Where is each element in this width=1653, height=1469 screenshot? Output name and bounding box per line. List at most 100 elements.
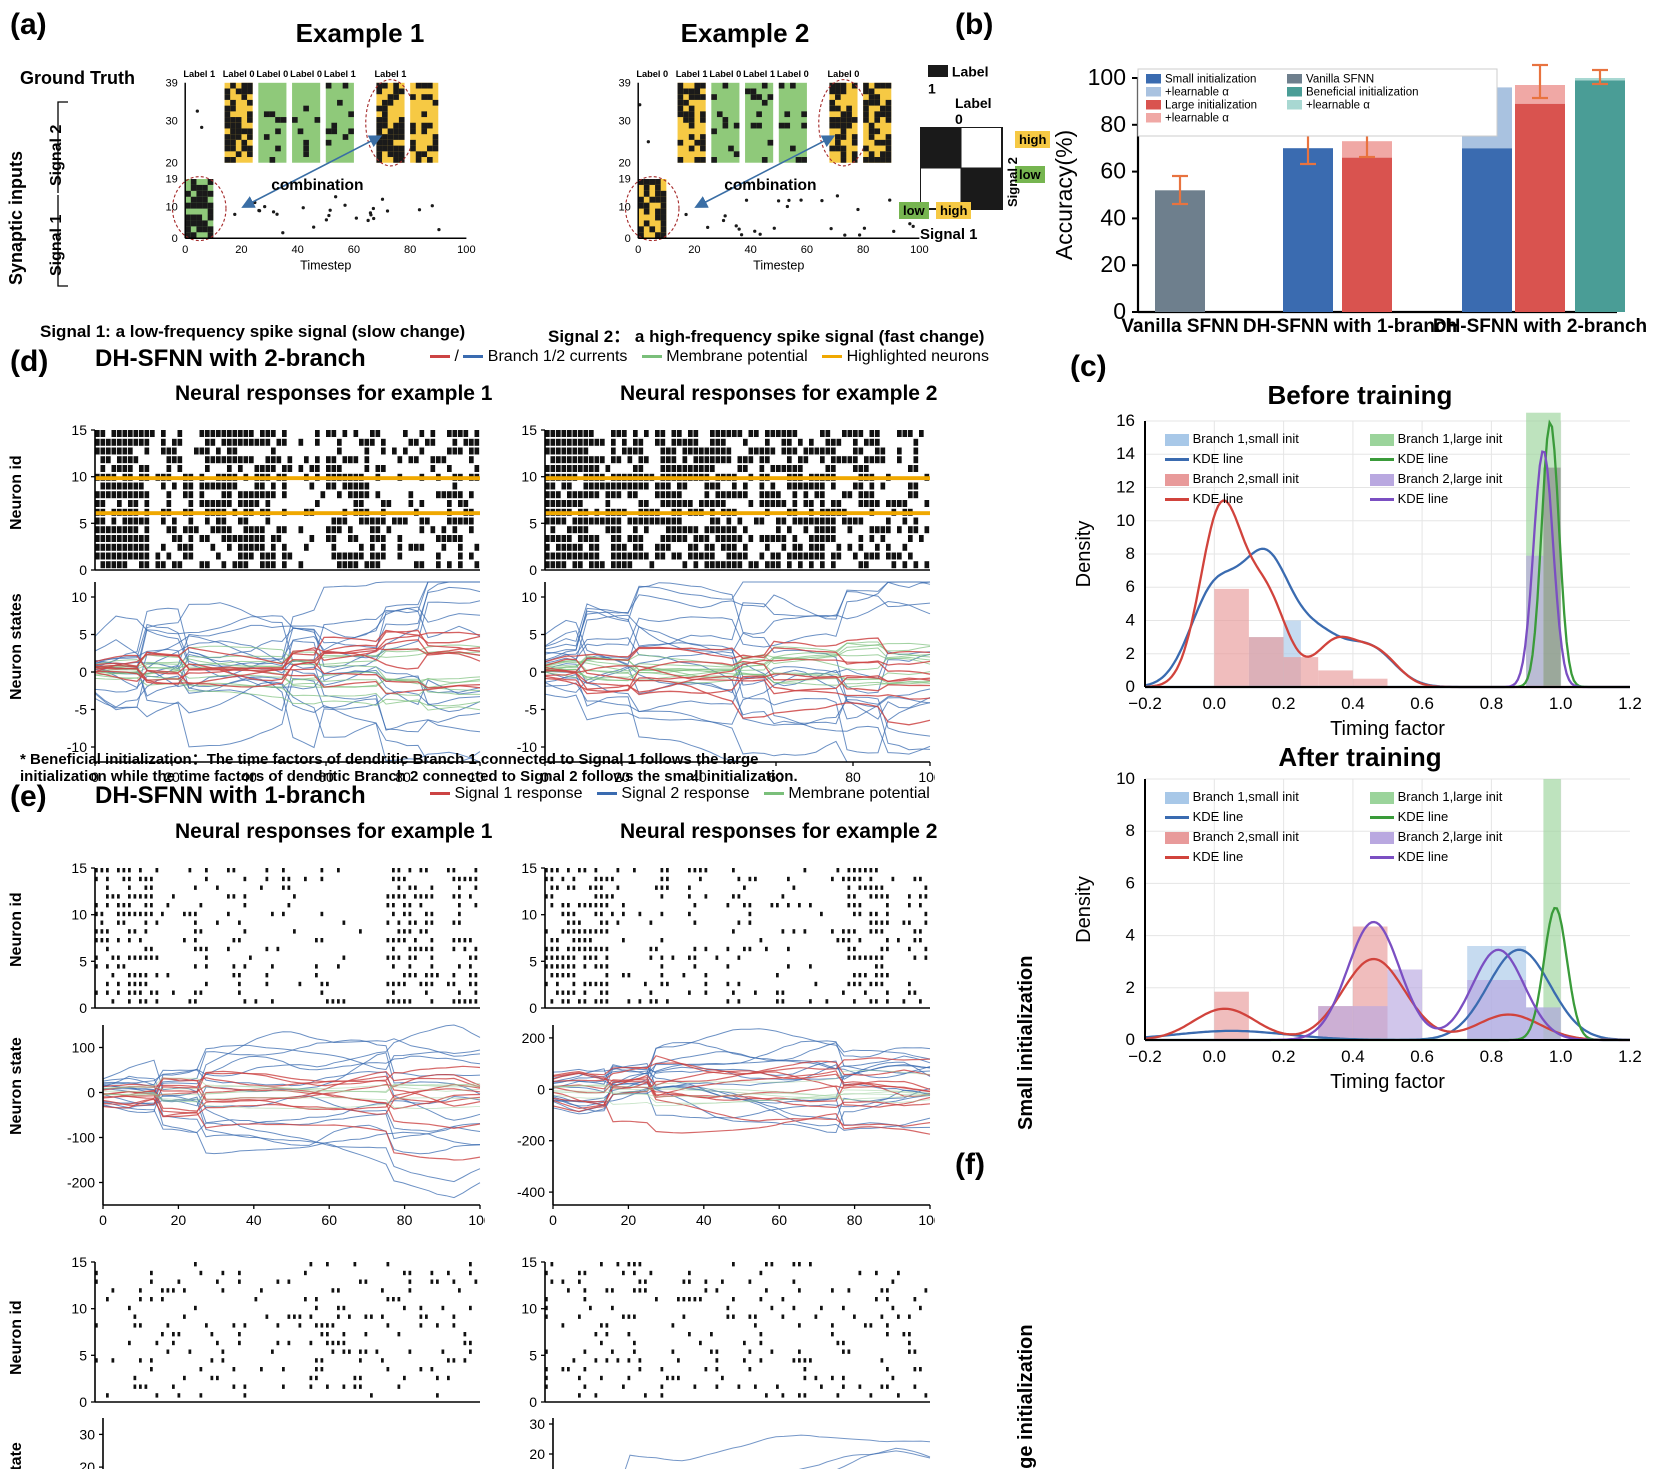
svg-text:5: 5 — [79, 515, 87, 531]
svg-text:0: 0 — [549, 1212, 557, 1228]
svg-text:1.2: 1.2 — [1618, 1047, 1642, 1066]
svg-text:12: 12 — [1116, 478, 1135, 497]
svg-text:+learnable α: +learnable α — [1165, 113, 1229, 125]
svg-text:60: 60 — [801, 244, 813, 256]
svg-text:0: 0 — [1126, 1030, 1135, 1049]
svg-text:15: 15 — [71, 860, 87, 876]
svg-text:Label 0: Label 0 — [636, 69, 668, 79]
svg-text:10: 10 — [521, 1301, 537, 1317]
svg-text:100: 100 — [72, 1040, 96, 1056]
svg-text:5: 5 — [79, 953, 87, 969]
svg-text:0.2: 0.2 — [1272, 1047, 1296, 1066]
svg-text:Label 0: Label 0 — [777, 69, 809, 79]
svg-text:DH-SFNN with 1-branch: DH-SFNN with 1-branch — [1243, 316, 1457, 337]
svg-text:20: 20 — [1100, 251, 1126, 277]
svg-text:60: 60 — [771, 1212, 787, 1228]
svg-text:20: 20 — [529, 1446, 545, 1462]
svg-text:Label 0: Label 0 — [828, 69, 860, 79]
svg-text:5: 5 — [79, 627, 87, 643]
svg-text:Large initialization: Large initialization — [1165, 100, 1257, 112]
svg-text:10: 10 — [71, 1301, 87, 1317]
svg-text:0.2: 0.2 — [1272, 694, 1296, 713]
svg-text:5: 5 — [529, 1347, 537, 1363]
svg-text:40: 40 — [1100, 204, 1126, 230]
svg-text:0: 0 — [79, 1394, 87, 1407]
svg-text:Beneficial initialization: Beneficial initialization — [1306, 87, 1419, 99]
svg-text:20: 20 — [79, 1459, 95, 1469]
svg-text:0: 0 — [182, 244, 188, 256]
svg-text:15: 15 — [521, 422, 537, 438]
svg-text:80: 80 — [404, 244, 416, 256]
svg-text:Timestep: Timestep — [259, 1234, 324, 1235]
svg-text:Label 1: Label 1 — [324, 69, 356, 79]
svg-text:10: 10 — [71, 589, 87, 605]
svg-text:14: 14 — [1116, 444, 1135, 463]
svg-text:10: 10 — [71, 907, 87, 923]
svg-text:40: 40 — [246, 1212, 262, 1228]
svg-text:0.4: 0.4 — [1341, 1047, 1365, 1066]
svg-text:20: 20 — [165, 157, 177, 169]
svg-text:0.6: 0.6 — [1410, 694, 1434, 713]
svg-text:10: 10 — [1116, 511, 1135, 530]
svg-text:0: 0 — [1126, 677, 1135, 696]
svg-text:5: 5 — [529, 515, 537, 531]
svg-text:−0.2: −0.2 — [1128, 694, 1162, 713]
svg-text:10: 10 — [1116, 769, 1135, 788]
svg-text:Timing factor: Timing factor — [1330, 1071, 1445, 1093]
svg-text:60: 60 — [1100, 158, 1126, 184]
svg-text:30: 30 — [618, 115, 630, 127]
svg-text:8: 8 — [1126, 544, 1135, 563]
svg-text:30: 30 — [165, 115, 177, 127]
svg-text:39: 39 — [618, 78, 630, 90]
svg-text:1.0: 1.0 — [1549, 1047, 1573, 1066]
svg-text:15: 15 — [521, 1254, 537, 1270]
svg-text:10: 10 — [521, 907, 537, 923]
svg-text:Accuracy(%): Accuracy(%) — [1051, 130, 1077, 260]
svg-text:0: 0 — [87, 1085, 95, 1101]
svg-text:30: 30 — [79, 1426, 95, 1442]
svg-text:+learnable α: +learnable α — [1165, 87, 1229, 99]
svg-text:19: 19 — [165, 174, 177, 186]
svg-text:Density: Density — [1073, 521, 1095, 588]
svg-text:Label 1: Label 1 — [676, 69, 708, 79]
svg-text:Timestep: Timestep — [709, 1234, 774, 1235]
svg-text:100: 100 — [918, 1212, 935, 1228]
svg-text:2: 2 — [1126, 978, 1135, 997]
svg-text:20: 20 — [171, 1212, 187, 1228]
svg-text:4: 4 — [1126, 611, 1135, 630]
svg-text:15: 15 — [521, 860, 537, 876]
svg-text:-5: -5 — [75, 702, 88, 718]
svg-text:Label 1: Label 1 — [743, 69, 775, 79]
svg-text:20: 20 — [618, 157, 630, 169]
svg-text:2: 2 — [1126, 644, 1135, 663]
svg-text:15: 15 — [71, 1254, 87, 1270]
svg-text:10: 10 — [618, 202, 630, 214]
svg-text:0: 0 — [625, 233, 631, 245]
svg-text:60: 60 — [321, 1212, 337, 1228]
svg-text:19: 19 — [618, 174, 630, 186]
svg-text:5: 5 — [529, 627, 537, 643]
svg-text:Density: Density — [1073, 876, 1095, 943]
svg-text:0.0: 0.0 — [1202, 1047, 1226, 1066]
svg-text:0: 0 — [79, 664, 87, 680]
svg-text:80: 80 — [1100, 111, 1126, 137]
svg-text:0: 0 — [635, 244, 641, 256]
svg-text:6: 6 — [1126, 873, 1135, 892]
svg-text:DH-SFNN with 2-branch: DH-SFNN with 2-branch — [1433, 316, 1647, 337]
svg-text:Timestep: Timestep — [753, 258, 804, 272]
svg-text:-400: -400 — [517, 1184, 545, 1200]
svg-text:Label 0: Label 0 — [709, 69, 741, 79]
svg-text:0.0: 0.0 — [1202, 694, 1226, 713]
svg-text:10: 10 — [71, 469, 87, 485]
svg-text:Timestep: Timestep — [300, 258, 351, 272]
svg-text:0.8: 0.8 — [1480, 694, 1504, 713]
svg-text:combination: combination — [271, 177, 363, 194]
svg-text:40: 40 — [745, 244, 757, 256]
svg-text:-200: -200 — [67, 1175, 95, 1191]
svg-text:0: 0 — [172, 233, 178, 245]
svg-text:200: 200 — [522, 1030, 546, 1046]
svg-text:combination: combination — [724, 177, 816, 194]
svg-text:+learnable α: +learnable α — [1306, 100, 1370, 112]
svg-text:4: 4 — [1126, 926, 1135, 945]
svg-text:Label 0: Label 0 — [290, 69, 322, 79]
